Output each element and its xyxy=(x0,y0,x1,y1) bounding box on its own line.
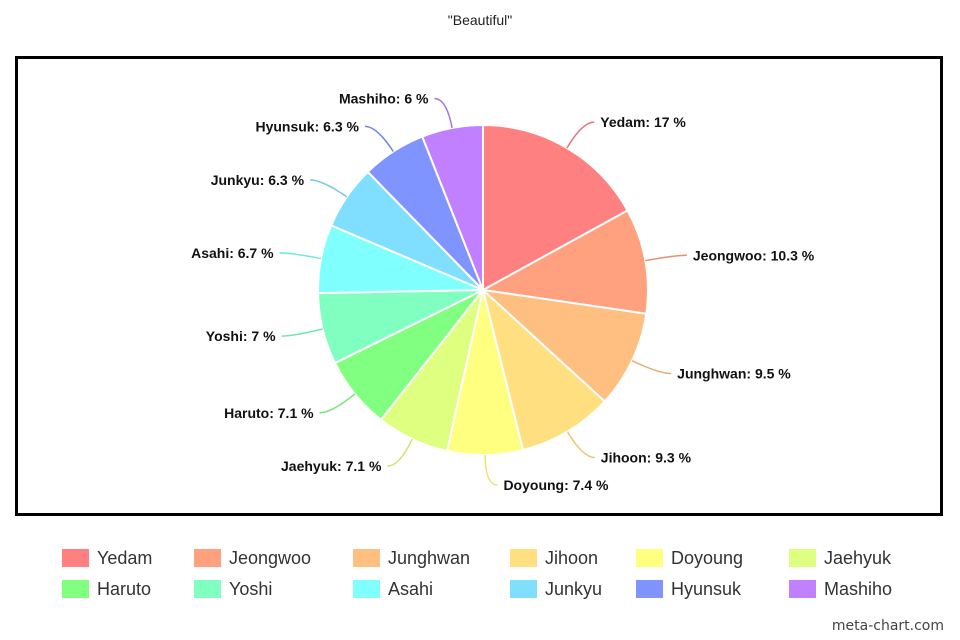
legend-row: Yedam Jeongwoo Junghwan Jihoon Doyoung Jaehyu… xyxy=(0,545,960,571)
legend-item-junghwan: Junghwan xyxy=(353,545,470,571)
slice-label-haruto: Haruto: 7.1 % xyxy=(224,405,314,421)
legend-swatch xyxy=(62,580,89,598)
legend-label: Junkyu xyxy=(545,578,603,599)
legend-swatch xyxy=(194,580,221,598)
legend-label: Yoshi xyxy=(229,578,273,599)
legend-label: Jaehyuk xyxy=(824,547,892,568)
legend-swatch xyxy=(510,580,537,598)
legend-swatch xyxy=(194,549,221,567)
leader-line-jaehyuk xyxy=(387,438,413,467)
leader-line-mashiho xyxy=(434,97,453,129)
legend-item-haruto: Haruto xyxy=(62,576,151,602)
legend-swatch xyxy=(510,549,537,567)
slice-label-asahi: Asahi: 6.7 % xyxy=(191,245,274,261)
slice-label-junkyu: Junkyu: 6.3 % xyxy=(211,172,305,188)
leader-line-jihoon xyxy=(566,431,595,459)
legend-label: Hyunsuk xyxy=(671,578,742,599)
legend-item-jihoon: Jihoon xyxy=(510,545,598,571)
leader-line-doyoung xyxy=(484,454,498,486)
legend-label: Doyoung xyxy=(671,547,744,568)
leader-line-junghwan xyxy=(631,360,672,375)
legend-item-mashiho: Mashiho xyxy=(789,576,892,602)
plot-area: Yedam: 17 % Jeongwoo: 10.3 % Junghwan: 9.5… xyxy=(15,56,943,516)
pie-slice-yedam xyxy=(482,123,629,292)
legend-label: Yedam xyxy=(97,547,153,568)
legend-item-jeongwoo: Jeongwoo xyxy=(194,545,311,571)
leader-line-haruto xyxy=(319,393,356,414)
slice-label-jihoon: Jihoon: 9.3 % xyxy=(601,450,692,466)
legend-item-jaehyuk: Jaehyuk xyxy=(789,545,891,571)
legend-swatch xyxy=(62,549,89,567)
legend-label: Mashiho xyxy=(824,578,893,599)
leader-line-hyunsuk xyxy=(364,125,394,152)
credit-text: meta-chart.com xyxy=(831,618,944,634)
pie-chart: Yedam: 17 % Jeongwoo: 10.3 % Junghwan: 9.5… xyxy=(191,90,815,493)
leader-line-jeongwoo xyxy=(645,254,687,262)
legend-swatch xyxy=(636,549,663,567)
legend-item-junkyu: Junkyu xyxy=(510,576,602,602)
slice-label-yoshi: Yoshi: 7 % xyxy=(206,328,276,344)
slice-label-jaehyuk: Jaehyuk: 7.1 % xyxy=(281,458,382,474)
chart-title: "Beautiful" xyxy=(447,12,513,28)
leader-line-junkyu xyxy=(310,179,348,198)
legend-item-hyunsuk: Hyunsuk xyxy=(636,576,741,602)
slice-label-yedam: Yedam: 17 % xyxy=(600,114,686,130)
legend-swatch xyxy=(789,580,816,598)
leader-line-yoshi xyxy=(281,328,323,337)
legend-item-doyoung: Doyoung xyxy=(636,545,743,571)
legend-label: Haruto xyxy=(97,578,152,599)
legend-label: Jihoon xyxy=(545,547,599,568)
legend-swatch xyxy=(789,549,816,567)
legend-row: Haruto Yoshi Asahi Junkyu Hyunsuk Mashiho xyxy=(0,576,960,602)
legend-swatch xyxy=(353,580,380,598)
leader-line-yedam xyxy=(566,121,595,149)
legend-label: Junghwan xyxy=(388,547,471,568)
slice-label-jeongwoo: Jeongwoo: 10.3 % xyxy=(693,247,815,263)
legend-item-asahi: Asahi xyxy=(353,576,433,602)
slice-label-mashiho: Mashiho: 6 % xyxy=(339,90,429,106)
legend-swatch xyxy=(636,580,663,598)
legend-label: Asahi xyxy=(388,578,434,599)
leader-line-asahi xyxy=(279,252,322,260)
legend-label: Jeongwoo xyxy=(229,547,312,568)
legend-swatch xyxy=(353,549,380,567)
legend-item-yedam: Yedam xyxy=(62,545,152,571)
legend-item-yoshi: Yoshi xyxy=(194,576,272,602)
slice-label-junghwan: Junghwan: 9.5 % xyxy=(677,366,791,382)
slice-label-hyunsuk: Hyunsuk: 6.3 % xyxy=(255,118,359,134)
slice-label-doyoung: Doyoung: 7.4 % xyxy=(503,477,609,493)
